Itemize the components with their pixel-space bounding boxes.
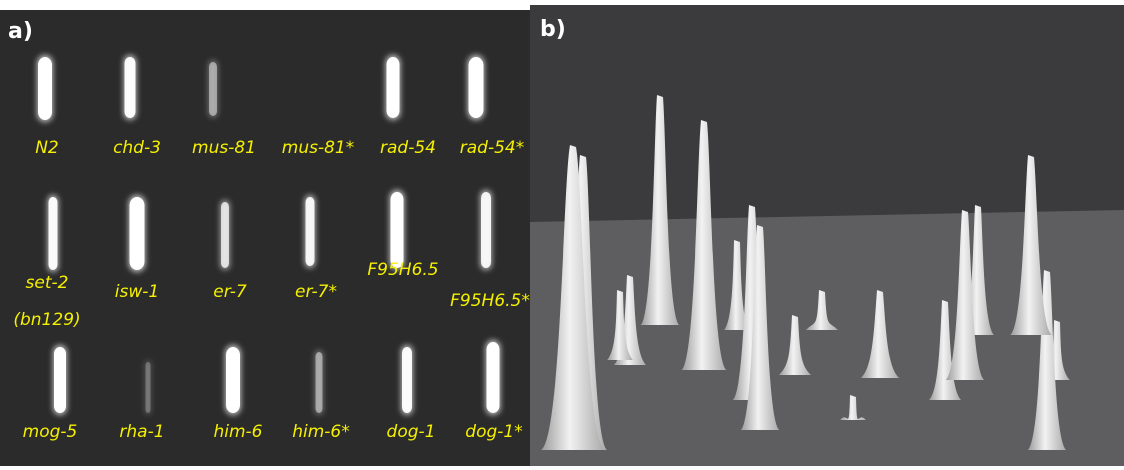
panel-a: a) N2 chd-3 mus-81 mus-81* rad-54 rad-54* set-… [0,10,530,466]
fluorescent-band [130,197,145,270]
figure: a) N2 chd-3 mus-81 mus-81* rad-54 rad-54* set-… [0,0,1124,466]
fluorescent-band [387,57,400,118]
sample-label: rha-1 [119,422,164,442]
panel-b: b) [530,5,1124,466]
sample-label: rad-54* [460,138,524,158]
sample-label: isw-1 [115,282,159,302]
fluorescent-band [54,347,66,413]
sample-label: mus-81 [192,138,256,158]
fluorescent-band [209,62,217,116]
sample-label: chd-3 [113,138,161,158]
panel-a-background [0,10,530,466]
sample-label: him-6* [292,422,350,442]
sample-label: F95H6.5 [367,260,438,280]
sample-label: N2 [35,138,59,158]
fluorescent-band [487,342,500,413]
fluorescent-band [146,362,151,413]
panel-label: a) [8,19,33,44]
sample-label: dog-1* [465,422,522,442]
panel-label: b) [540,17,566,42]
fluorescent-band [481,192,491,268]
sample-label: mog-5 [23,422,78,442]
sample-label: dog-1 [387,422,436,442]
fluorescent-band [469,57,484,118]
fluorescent-band [125,57,136,118]
page: {"panel_a": {"label": "a)", "rows": [ ["… [0,0,1124,466]
sample-label: (bn129) [13,310,80,330]
fluorescent-band [49,197,58,270]
fluorescent-band [391,192,404,268]
sample-label: er-7 [213,282,247,302]
sample-label: F95H6.5* [450,291,530,311]
fluorescent-band [402,347,412,413]
fluorescent-band [306,197,315,266]
sample-label: him-6 [213,422,262,442]
sample-label: mus-81* [282,138,354,158]
sample-label: rad-54 [380,138,436,158]
fluorescent-band [316,352,323,413]
fluorescent-band [38,57,52,120]
sample-label: set-2 [26,273,69,293]
fluorescent-band [221,202,229,268]
sample-label: er-7* [295,282,337,302]
fluorescent-band [226,347,240,413]
